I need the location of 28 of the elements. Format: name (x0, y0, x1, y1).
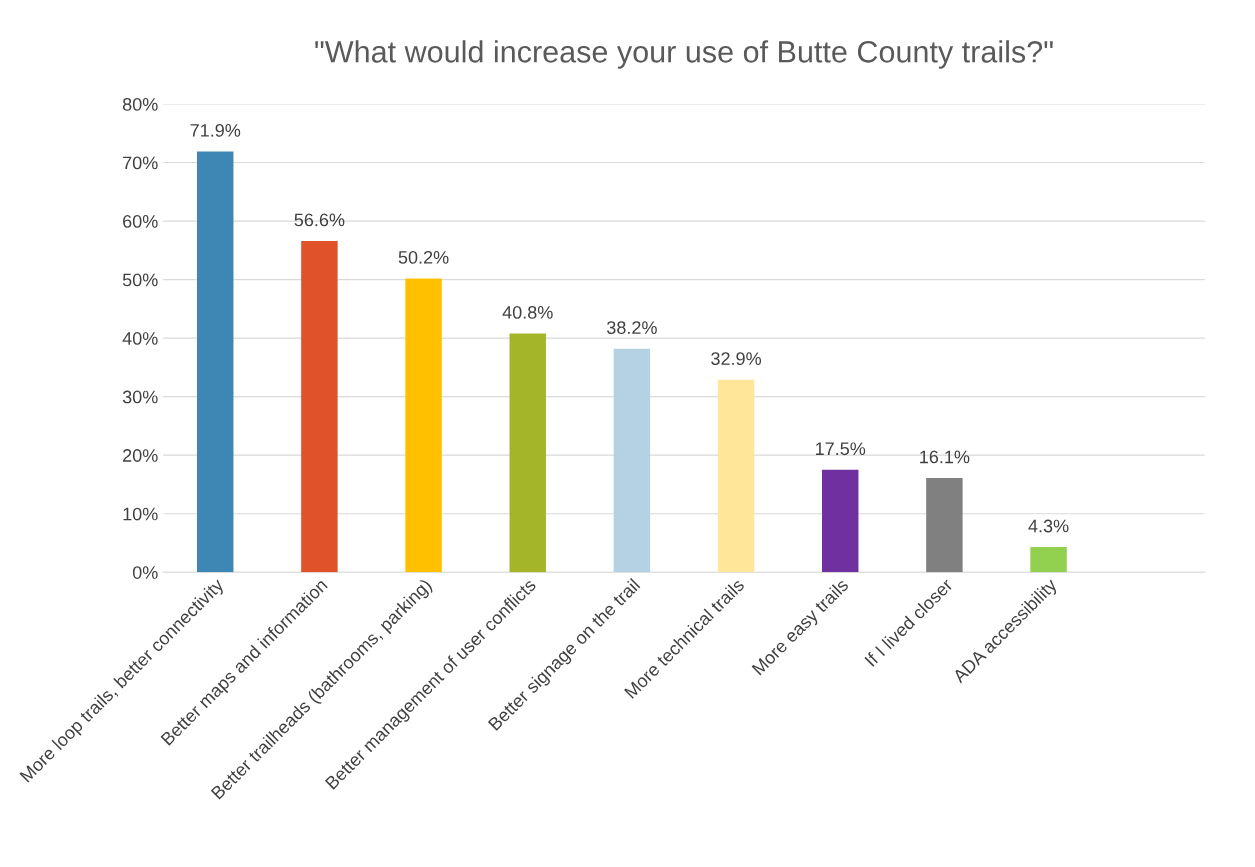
data-label: 56.6% (294, 213, 345, 227)
y-tick-label: 60% (123, 215, 158, 228)
y-tick-label: 50% (122, 273, 158, 287)
bar (301, 240, 338, 573)
bar (717, 379, 755, 573)
data-label: 38.2% (606, 321, 657, 334)
bar (1030, 547, 1067, 573)
y-tick-label: 40% (122, 332, 158, 345)
y-tick-label: 20% (123, 449, 158, 462)
bar (613, 348, 651, 573)
y-tick-label: 80% (122, 97, 158, 111)
data-label: 4.3% (1028, 519, 1069, 533)
data-label: 16.1% (920, 450, 970, 464)
y-tick-label: 0% (132, 566, 158, 579)
bar (405, 278, 442, 573)
data-label: 32.9% (711, 352, 762, 365)
y-tick-label: 30% (122, 390, 158, 404)
bar (197, 151, 234, 573)
bar (926, 478, 963, 573)
y-tick-label: 70% (123, 156, 158, 170)
data-label: 17.5% (816, 442, 866, 456)
y-tick-label: 10% (123, 507, 158, 521)
data-label: 40.8% (502, 305, 553, 319)
data-label: 50.2% (398, 250, 449, 264)
bar (509, 333, 546, 573)
bar (821, 469, 859, 573)
data-label: 71.9% (190, 123, 241, 137)
chart-title: "What would increase your use of Butte County trails?" (315, 40, 1053, 69)
